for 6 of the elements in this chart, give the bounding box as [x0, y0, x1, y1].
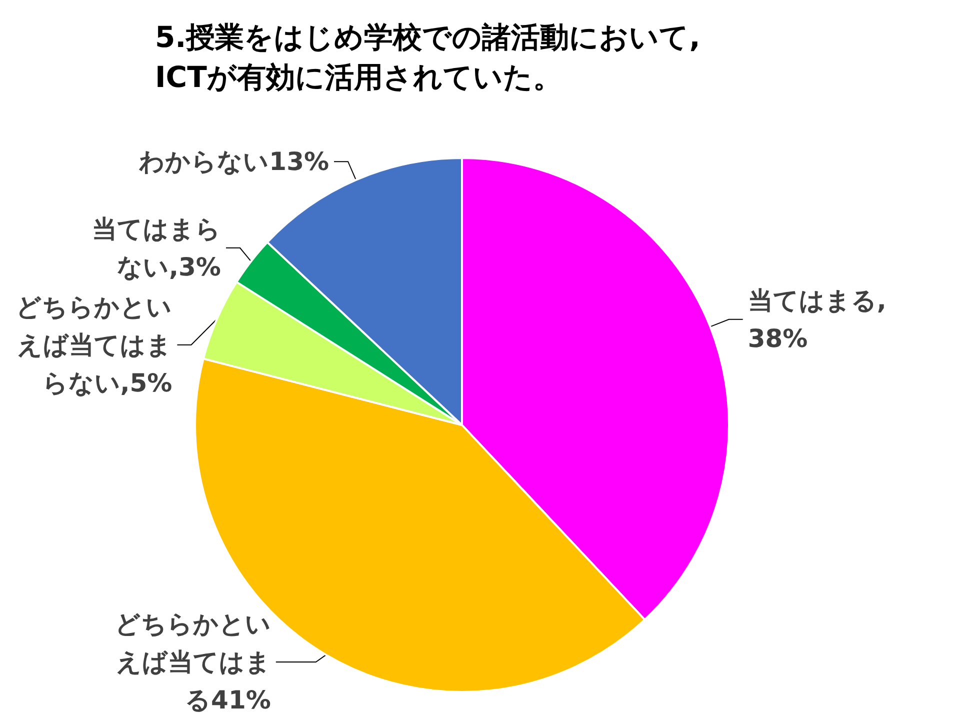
slice-label: 当てはまる,38% [748, 286, 886, 353]
slice-label: 当てはまらない,3% [92, 214, 221, 282]
slice-label: わからない13% [138, 147, 330, 176]
slice-label: どちらかといえば当てはまらない,5% [16, 292, 172, 398]
slice-label: どちらかといえば当てはまる41% [114, 610, 271, 714]
chart-title: 5.授業をはじめ学校での諸活動において,ICTが有効に活用されていた。 [155, 20, 700, 94]
